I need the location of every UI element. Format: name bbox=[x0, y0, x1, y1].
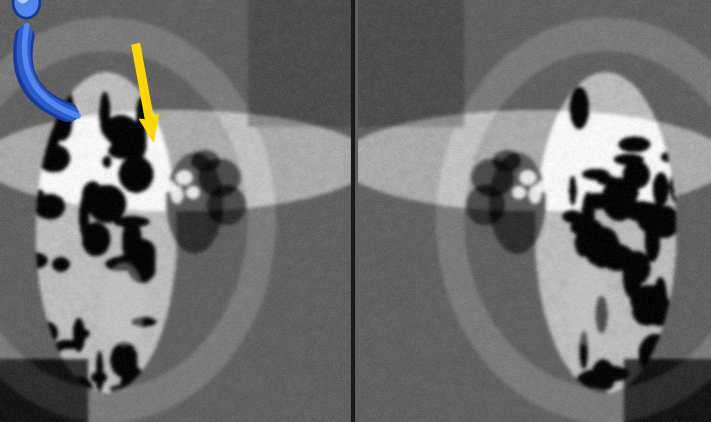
FancyArrowPatch shape bbox=[24, 26, 78, 116]
Circle shape bbox=[13, 0, 40, 18]
FancyArrowPatch shape bbox=[23, 36, 68, 112]
Circle shape bbox=[16, 0, 29, 3]
FancyArrowPatch shape bbox=[23, 32, 72, 114]
FancyArrow shape bbox=[132, 43, 159, 141]
